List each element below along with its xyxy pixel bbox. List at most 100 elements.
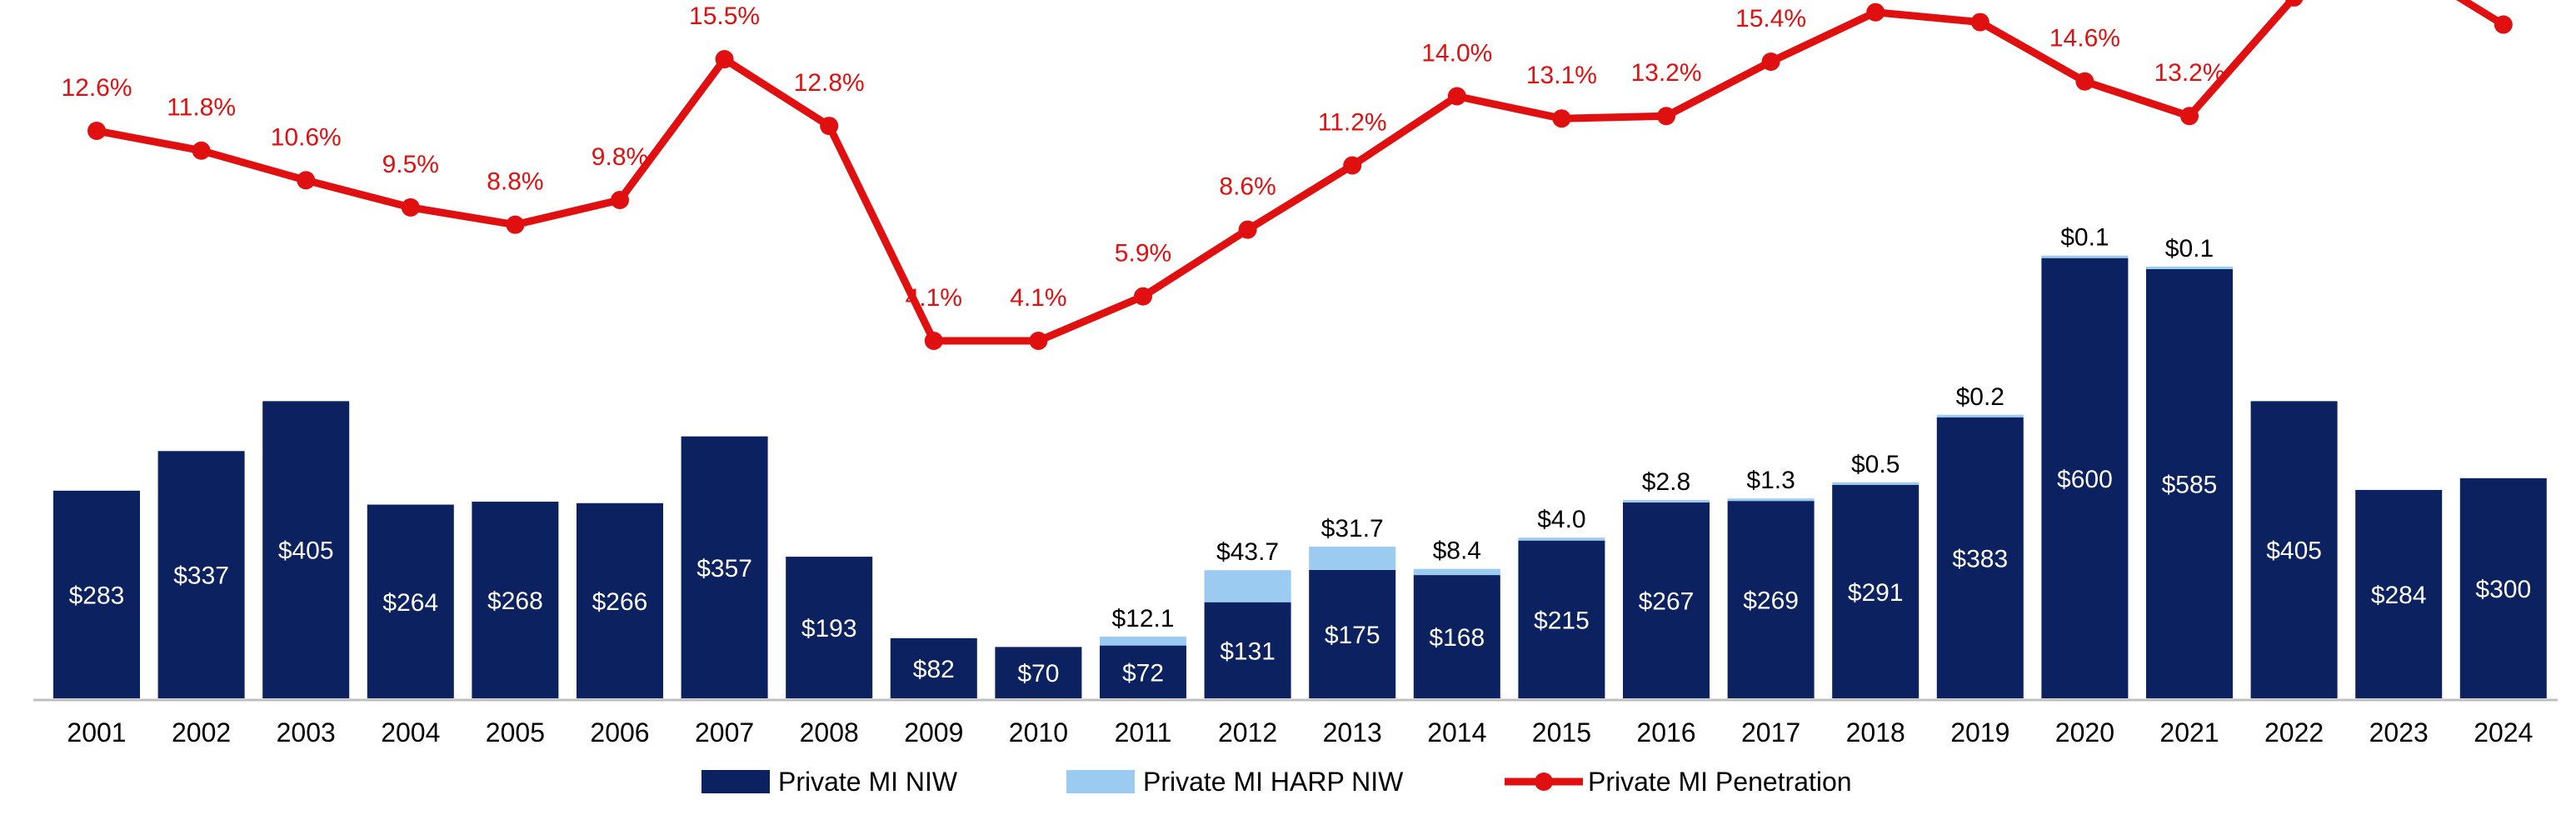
bar-niw-2006 [577, 502, 663, 698]
bar-label-niw-2003: $405 [278, 538, 334, 565]
bar-label-niw-2021: $585 [2162, 471, 2218, 498]
bar-harp-2014 [1413, 568, 1500, 576]
penetration-point-2022 [2285, 0, 2304, 7]
penetration-point-2001 [87, 122, 106, 141]
penetration-point-2005 [506, 215, 525, 234]
penetration-line-layer: 12.6% 11.8% 10.6% 9.5% 8.8% 9.8% 15.5% 12.8% 4.1… [61, 0, 2513, 350]
penetration-label-2014: 14.0% [1421, 40, 1492, 68]
penetration-point-2006 [611, 191, 629, 210]
penetration-label-2004: 9.5% [382, 151, 439, 178]
bar-label-harp-2017: $1.3 [1746, 467, 1795, 494]
bar-harp-2016 [1623, 499, 1710, 502]
penetration-point-2024 [2494, 15, 2513, 34]
x-tick-2003: 2003 [277, 718, 336, 748]
bar-niw-2017 [1727, 501, 1815, 698]
bar-niw-2002 [157, 451, 245, 698]
x-tick-2016: 2016 [1636, 718, 1695, 748]
bar-niw-2016 [1623, 502, 1710, 698]
penetration-point-2016 [1657, 107, 1675, 126]
penetration-label-2011: 5.9% [1115, 240, 1171, 268]
penetration-point-2015 [1552, 109, 1571, 128]
penetration-label-2003: 10.6% [271, 123, 342, 151]
legend-swatch-niw [701, 770, 770, 793]
bar-niw-2005 [472, 502, 559, 698]
bar-label-niw-2008: $193 [801, 615, 857, 642]
x-tick-2002: 2002 [172, 718, 231, 748]
bar-niw-2012 [1204, 602, 1291, 698]
penetration-point-2009 [924, 332, 943, 350]
bar-label-harp-2019: $0.2 [1956, 383, 2004, 411]
x-tick-2014: 2014 [1427, 718, 1486, 748]
bar-niw-2018 [1832, 484, 1920, 698]
bar-harp-2013 [1309, 547, 1396, 570]
x-tick-2017: 2017 [1741, 718, 1800, 748]
legend-label-penetration: Private MI Penetration [1588, 767, 1852, 797]
bar-harp-2019 [1936, 414, 2024, 418]
bar-niw-2015 [1518, 540, 1605, 698]
penetration-label-2006: 9.8% [592, 143, 648, 171]
x-tick-2009: 2009 [904, 718, 963, 748]
x-tick-2013: 2013 [1323, 718, 1382, 748]
bar-niw-2024 [2459, 478, 2547, 698]
x-tick-2012: 2012 [1218, 718, 1277, 748]
bar-niw-2013 [1309, 569, 1396, 698]
x-tick-2005: 2005 [486, 718, 545, 748]
penetration-line [96, 0, 2506, 345]
penetration-label-2002: 11.8% [167, 94, 236, 122]
penetration-point-2017 [1761, 52, 1780, 72]
bar-label-niw-2019: $383 [1952, 545, 2008, 572]
bar-label-niw-2010: $70 [1017, 660, 1059, 688]
bar-label-niw-2015: $215 [1534, 607, 1590, 634]
bar-niw-2022 [2250, 401, 2338, 698]
bar-harp-2015 [1518, 538, 1605, 541]
bar-label-niw-2020: $600 [2057, 466, 2113, 493]
legend: Private MI NIW Private MI HARP NIW Private… [701, 767, 1852, 797]
x-tick-2020: 2020 [2055, 718, 2114, 748]
x-tick-2004: 2004 [381, 718, 440, 748]
x-tick-2024: 2024 [2474, 718, 2533, 748]
x-tick-2006: 2006 [590, 718, 649, 748]
x-tick-2018: 2018 [1846, 718, 1905, 748]
x-tick-2019: 2019 [1950, 718, 2009, 748]
bar-label-harp-2011: $12.1 [1111, 605, 1174, 632]
bar-niw-2019 [1936, 417, 2024, 698]
bar-harp-2018 [1832, 482, 1920, 485]
x-tick-2001: 2001 [67, 718, 126, 748]
bar-label-harp-2018: $0.5 [1851, 451, 1900, 478]
penetration-point-2002 [192, 141, 211, 160]
bar-label-niw-2002: $337 [173, 562, 229, 590]
penetration-point-2013 [1343, 156, 1362, 175]
penetration-label-2017: 15.4% [1735, 5, 1806, 32]
bar-label-niw-2017: $269 [1743, 588, 1799, 615]
bar-label-niw-2007: $357 [696, 555, 752, 582]
bar-label-niw-2013: $175 [1325, 622, 1380, 649]
x-tick-2011: 2011 [1115, 718, 1172, 748]
bar-label-harp-2013: $31.7 [1321, 515, 1384, 542]
bar-label-niw-2022: $405 [2266, 538, 2322, 565]
penetration-point-2012 [1238, 220, 1257, 239]
bar-niw-2009 [890, 638, 977, 698]
penetration-label-2008: 12.8% [794, 69, 865, 97]
bar-label-niw-2016: $267 [1639, 588, 1695, 615]
bar-harp-2011 [1100, 636, 1186, 646]
bar-label-niw-2011: $72 [1122, 659, 1164, 687]
bar-niw-2021 [2146, 268, 2233, 699]
penetration-point-2004 [401, 198, 420, 217]
bar-label-niw-2012: $131 [1220, 638, 1276, 665]
x-tick-2023: 2023 [2369, 718, 2429, 748]
penetration-label-2001: 12.6% [61, 74, 132, 102]
bar-label-niw-2018: $291 [1848, 579, 1904, 607]
bar-label-niw-2024: $300 [2475, 576, 2531, 603]
penetration-point-2010 [1029, 332, 1048, 350]
x-tick-2015: 2015 [1532, 718, 1591, 748]
bar-label-harp-2012: $43.7 [1216, 538, 1279, 566]
x-tick-2010: 2010 [1009, 718, 1068, 748]
bar-label-harp-2020: $0.1 [2060, 224, 2109, 252]
bar-label-harp-2016: $2.8 [1642, 468, 1690, 496]
penetration-point-2008 [820, 117, 839, 136]
penetration-point-2014 [1447, 87, 1466, 106]
penetration-label-2013: 11.2% [1318, 109, 1387, 137]
penetration-point-2011 [1134, 287, 1152, 306]
bar-label-harp-2021: $0.1 [2165, 235, 2214, 262]
legend-label-harp: Private MI HARP NIW [1143, 767, 1404, 797]
